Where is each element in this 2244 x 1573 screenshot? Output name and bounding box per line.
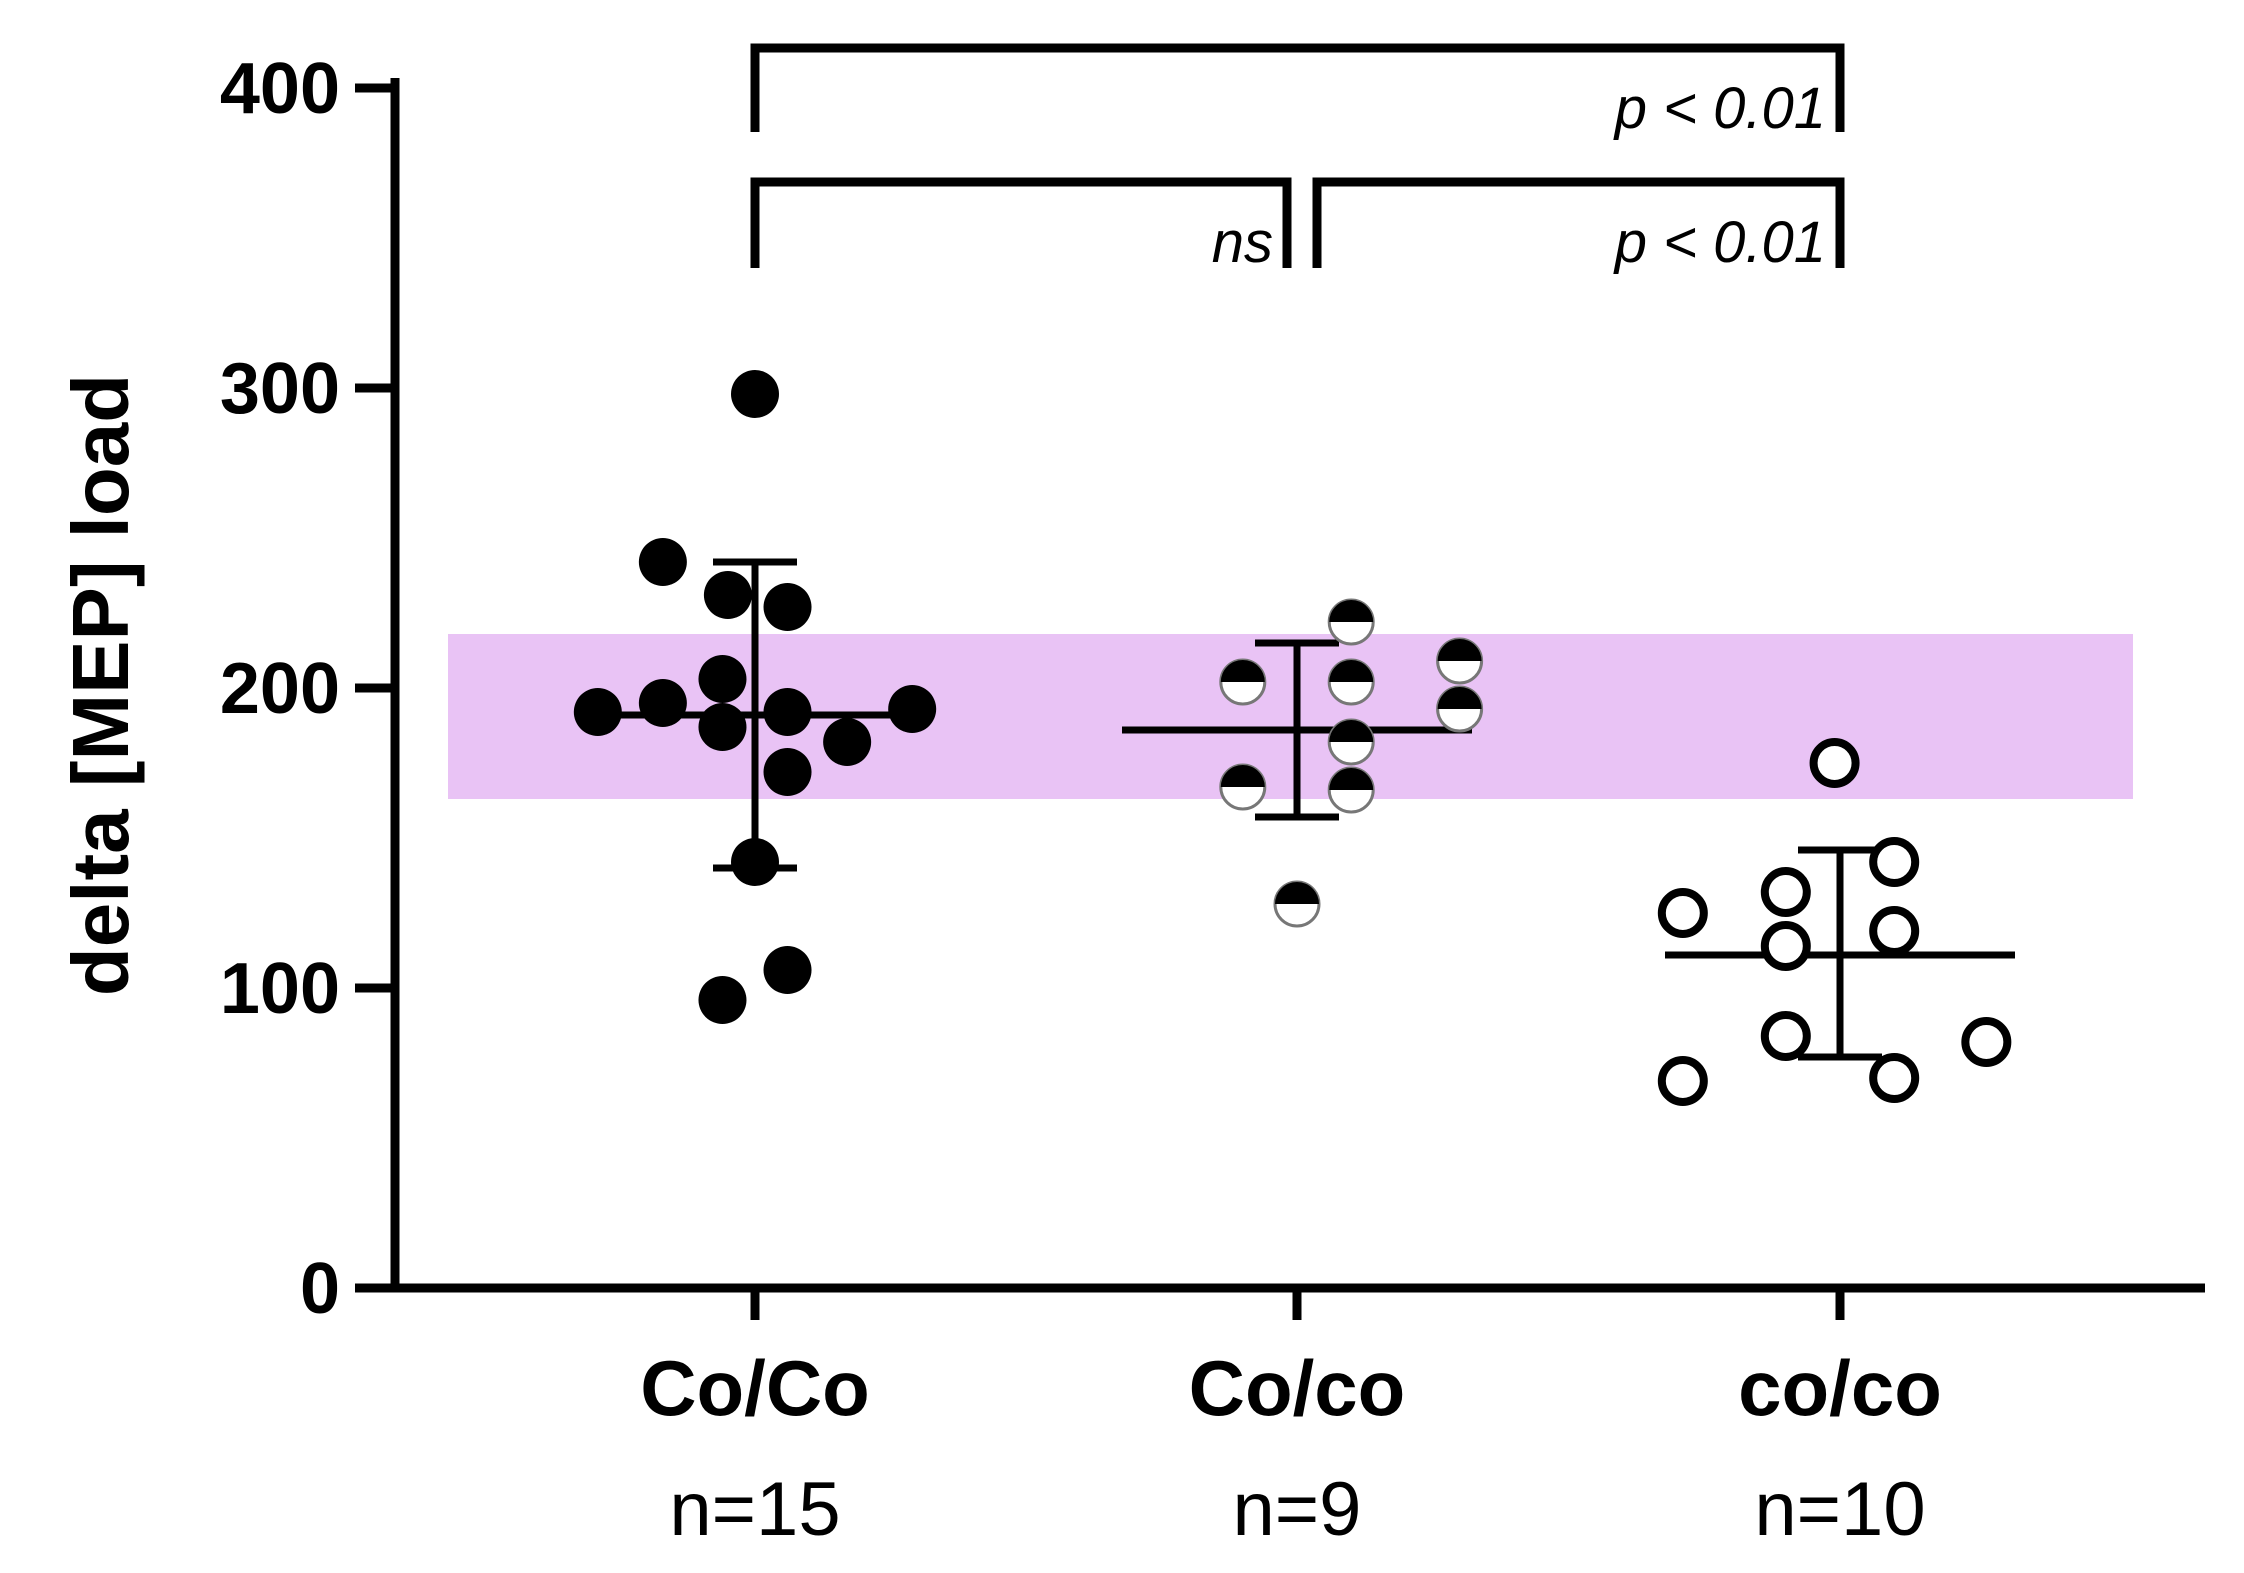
significance-bracket [1312,177,1845,268]
x-ticks: Co/Co n=15 Co/co n=9 co/co n=10 [640,1288,1942,1552]
open-point [1657,888,1708,938]
open-point [1869,1053,1920,1103]
half-point-top [1220,765,1265,787]
filled-point [698,703,747,751]
y-tick-label: 400 [220,49,340,129]
error-bars [580,558,2015,1061]
open-point [1961,1017,2012,1067]
significance-bracket [750,43,1845,132]
sample-size-label: n=10 [1754,1467,1925,1552]
y-ticks: 0 100 200 300 400 [220,49,395,1329]
half-filled-point [1327,598,1375,646]
open-point [1809,738,1860,788]
half-filled-point [1273,880,1321,928]
significance-label: p < 0.01 [1613,210,1826,275]
open-point [1869,837,1920,887]
x-category-label: Co/Co [640,1344,870,1432]
half-point-top [1329,768,1374,790]
filled-point [698,655,747,703]
open-point [1760,867,1811,917]
y-tick-label: 200 [220,649,340,729]
open-point [1869,906,1920,956]
filled-point [731,370,779,418]
half-filled-point [1219,763,1267,811]
half-filled-point [1436,637,1484,685]
filled-point [763,748,812,796]
open-point [1657,1056,1708,1106]
filled-point [638,679,687,727]
y-axis-title: delta [MEP] load [56,374,145,996]
sample-size-label: n=9 [1233,1467,1362,1552]
half-filled-point [1327,658,1375,706]
half-filled-point [1436,685,1484,733]
half-point-top [1275,882,1319,904]
filled-point [573,688,622,736]
half-point-top [1329,720,1374,742]
half-point-top [1329,660,1374,682]
filled-point [823,718,872,766]
y-tick-label: 100 [220,949,340,1029]
x-category-label: co/co [1738,1344,1942,1432]
filled-point [763,688,812,736]
significance-brackets: p < 0.01 ns p < 0.01 [750,43,1845,275]
half-point-top [1437,687,1482,709]
open-point [1760,1011,1811,1061]
half-point-top [1329,600,1374,622]
open-point [1760,921,1811,971]
filled-point [703,571,752,619]
half-point-top [1220,660,1265,682]
significance-bracket [750,177,1292,268]
filled-point [763,583,812,631]
x-category-label: Co/co [1189,1344,1406,1432]
half-filled-point [1327,766,1375,814]
filled-point [763,946,812,994]
significance-label: ns [1212,210,1273,275]
data-points [573,370,2012,1106]
sample-size-label: n=15 [669,1467,840,1552]
filled-point [638,538,687,586]
y-tick-label: 0 [300,1249,340,1329]
half-filled-point [1219,658,1267,706]
y-tick-label: 300 [220,349,340,429]
filled-point [731,838,779,886]
half-filled-point [1327,718,1375,766]
filled-point [888,685,937,733]
half-point-top [1437,639,1482,661]
filled-point [698,976,747,1024]
significance-label: p < 0.01 [1613,76,1826,141]
